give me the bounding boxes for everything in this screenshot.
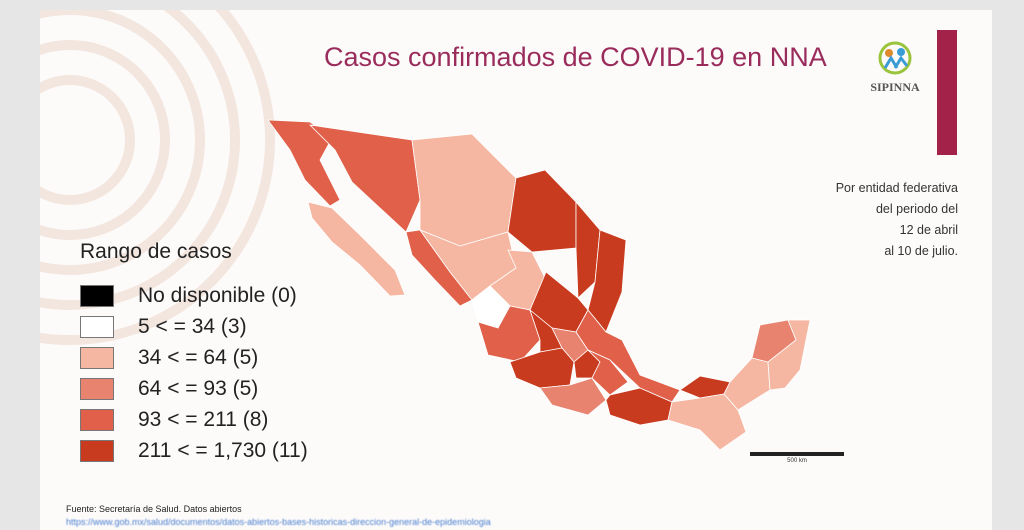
- legend-item: 64 < = 93 (5): [80, 373, 308, 404]
- logo-text: SIPINNA: [870, 80, 920, 94]
- legend-item: No disponible (0): [80, 280, 308, 311]
- legend-label: 64 < = 93 (5): [138, 376, 259, 400]
- mexico-choropleth-map: [267, 119, 811, 451]
- period-note: Por entidad federativa del periodo del 1…: [740, 178, 958, 262]
- slide-title: Casos confirmados de COVID-19 en NNA: [324, 42, 827, 72]
- period-line: Por entidad federativa: [835, 181, 958, 195]
- scale-line: [750, 452, 844, 456]
- state-nuevo-leon: [575, 200, 601, 299]
- legend-swatch: [80, 346, 114, 369]
- legend-item: 5 < = 34 (3): [80, 311, 308, 342]
- legend-label: 34 < = 64 (5): [138, 345, 259, 369]
- legend-label: 211 < = 1,730 (11): [138, 438, 308, 462]
- source-link[interactable]: https://www.gob.mx/salud/documentos/dato…: [66, 517, 491, 527]
- state-campeche: [723, 357, 771, 411]
- period-line: 12 de abril: [899, 223, 958, 237]
- state-baja-california-sur: [307, 201, 406, 297]
- state-coahuila: [507, 169, 577, 253]
- legend-label: No disponible (0): [138, 283, 297, 307]
- legend-item: 93 < = 211 (8): [80, 404, 308, 435]
- scale-label: 500 km: [787, 458, 807, 464]
- legend-swatch: [80, 377, 114, 400]
- legend-swatch: [80, 439, 114, 462]
- legend-label: 5 < = 34 (3): [138, 314, 247, 338]
- legend-item: 211 < = 1,730 (11): [80, 435, 308, 466]
- legend-swatch: [80, 408, 114, 431]
- state-quintana-roo: [767, 319, 811, 391]
- period-line: al 10 de julio.: [884, 244, 958, 258]
- legend-item: 34 < = 64 (5): [80, 342, 308, 373]
- source-note: Fuente: Secretaría de Salud. Datos abier…: [66, 504, 242, 514]
- state-chiapas: [667, 393, 747, 451]
- accent-bar: [937, 30, 957, 155]
- state-michoacan: [509, 347, 575, 389]
- period-line: del periodo del: [875, 202, 958, 216]
- legend-label: 93 < = 211 (8): [138, 407, 269, 431]
- legend-swatch: [80, 315, 114, 338]
- sipinna-logo: SIPINNA: [855, 38, 935, 113]
- background-decoration: [40, 10, 275, 345]
- sipinna-logo-icon: [878, 41, 912, 75]
- legend: No disponible (0) 5 < = 34 (3) 34 < = 64…: [80, 280, 308, 466]
- state-chihuahua: [411, 133, 517, 247]
- scale-bar: 500 km: [750, 452, 844, 464]
- slide: Casos confirmados de COVID-19 en NNA SIP…: [40, 10, 992, 530]
- legend-title: Rango de casos: [80, 240, 232, 263]
- legend-swatch: [80, 284, 114, 307]
